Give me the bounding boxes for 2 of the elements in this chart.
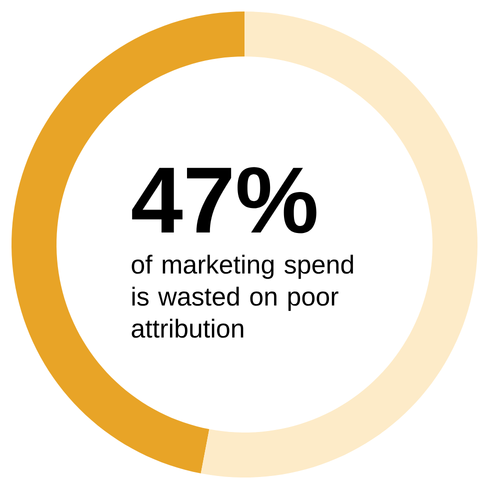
- text: of marketing spend is wasted on poor attribution: [132, 254, 353, 338]
- text: 47%: [132, 167, 316, 234]
